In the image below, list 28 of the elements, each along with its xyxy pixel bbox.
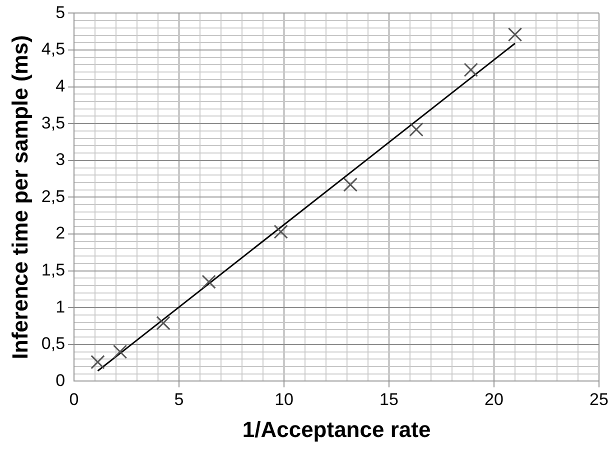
- x-axis-title: 1/Acceptance rate: [242, 416, 431, 442]
- y-tick-label: 3,5: [41, 113, 66, 132]
- y-tick-label: 3: [56, 150, 66, 170]
- y-tick-label: 1,5: [41, 260, 66, 280]
- x-tick-label: 0: [69, 390, 79, 410]
- point: [202, 274, 216, 289]
- y-tick-label: 0: [56, 370, 66, 390]
- x-tick-label: 15: [380, 390, 398, 410]
- y-tick-label: 2: [56, 224, 66, 243]
- y-tick-label: 2,5: [41, 186, 66, 206]
- x-tick-label: 5: [174, 390, 184, 410]
- y-axis-title: Inference time per sample (ms): [7, 35, 32, 360]
- x-tick-label: 25: [590, 390, 608, 410]
- y-tick-label: 0,5: [41, 334, 66, 354]
- x-tick-label: 10: [274, 390, 294, 410]
- point: [156, 316, 170, 330]
- y-tick-label: 4,5: [41, 40, 66, 59]
- point: [343, 178, 358, 192]
- point: [508, 27, 522, 42]
- point: [274, 224, 288, 239]
- x-tick-label: 20: [484, 390, 504, 410]
- point: [409, 122, 424, 137]
- point: [90, 354, 105, 370]
- point: [112, 344, 128, 359]
- point: [464, 62, 478, 77]
- y-tick-label: 1: [56, 297, 66, 316]
- y-tick-label: 4: [56, 76, 66, 96]
- y-tick-label: 5: [56, 2, 66, 22]
